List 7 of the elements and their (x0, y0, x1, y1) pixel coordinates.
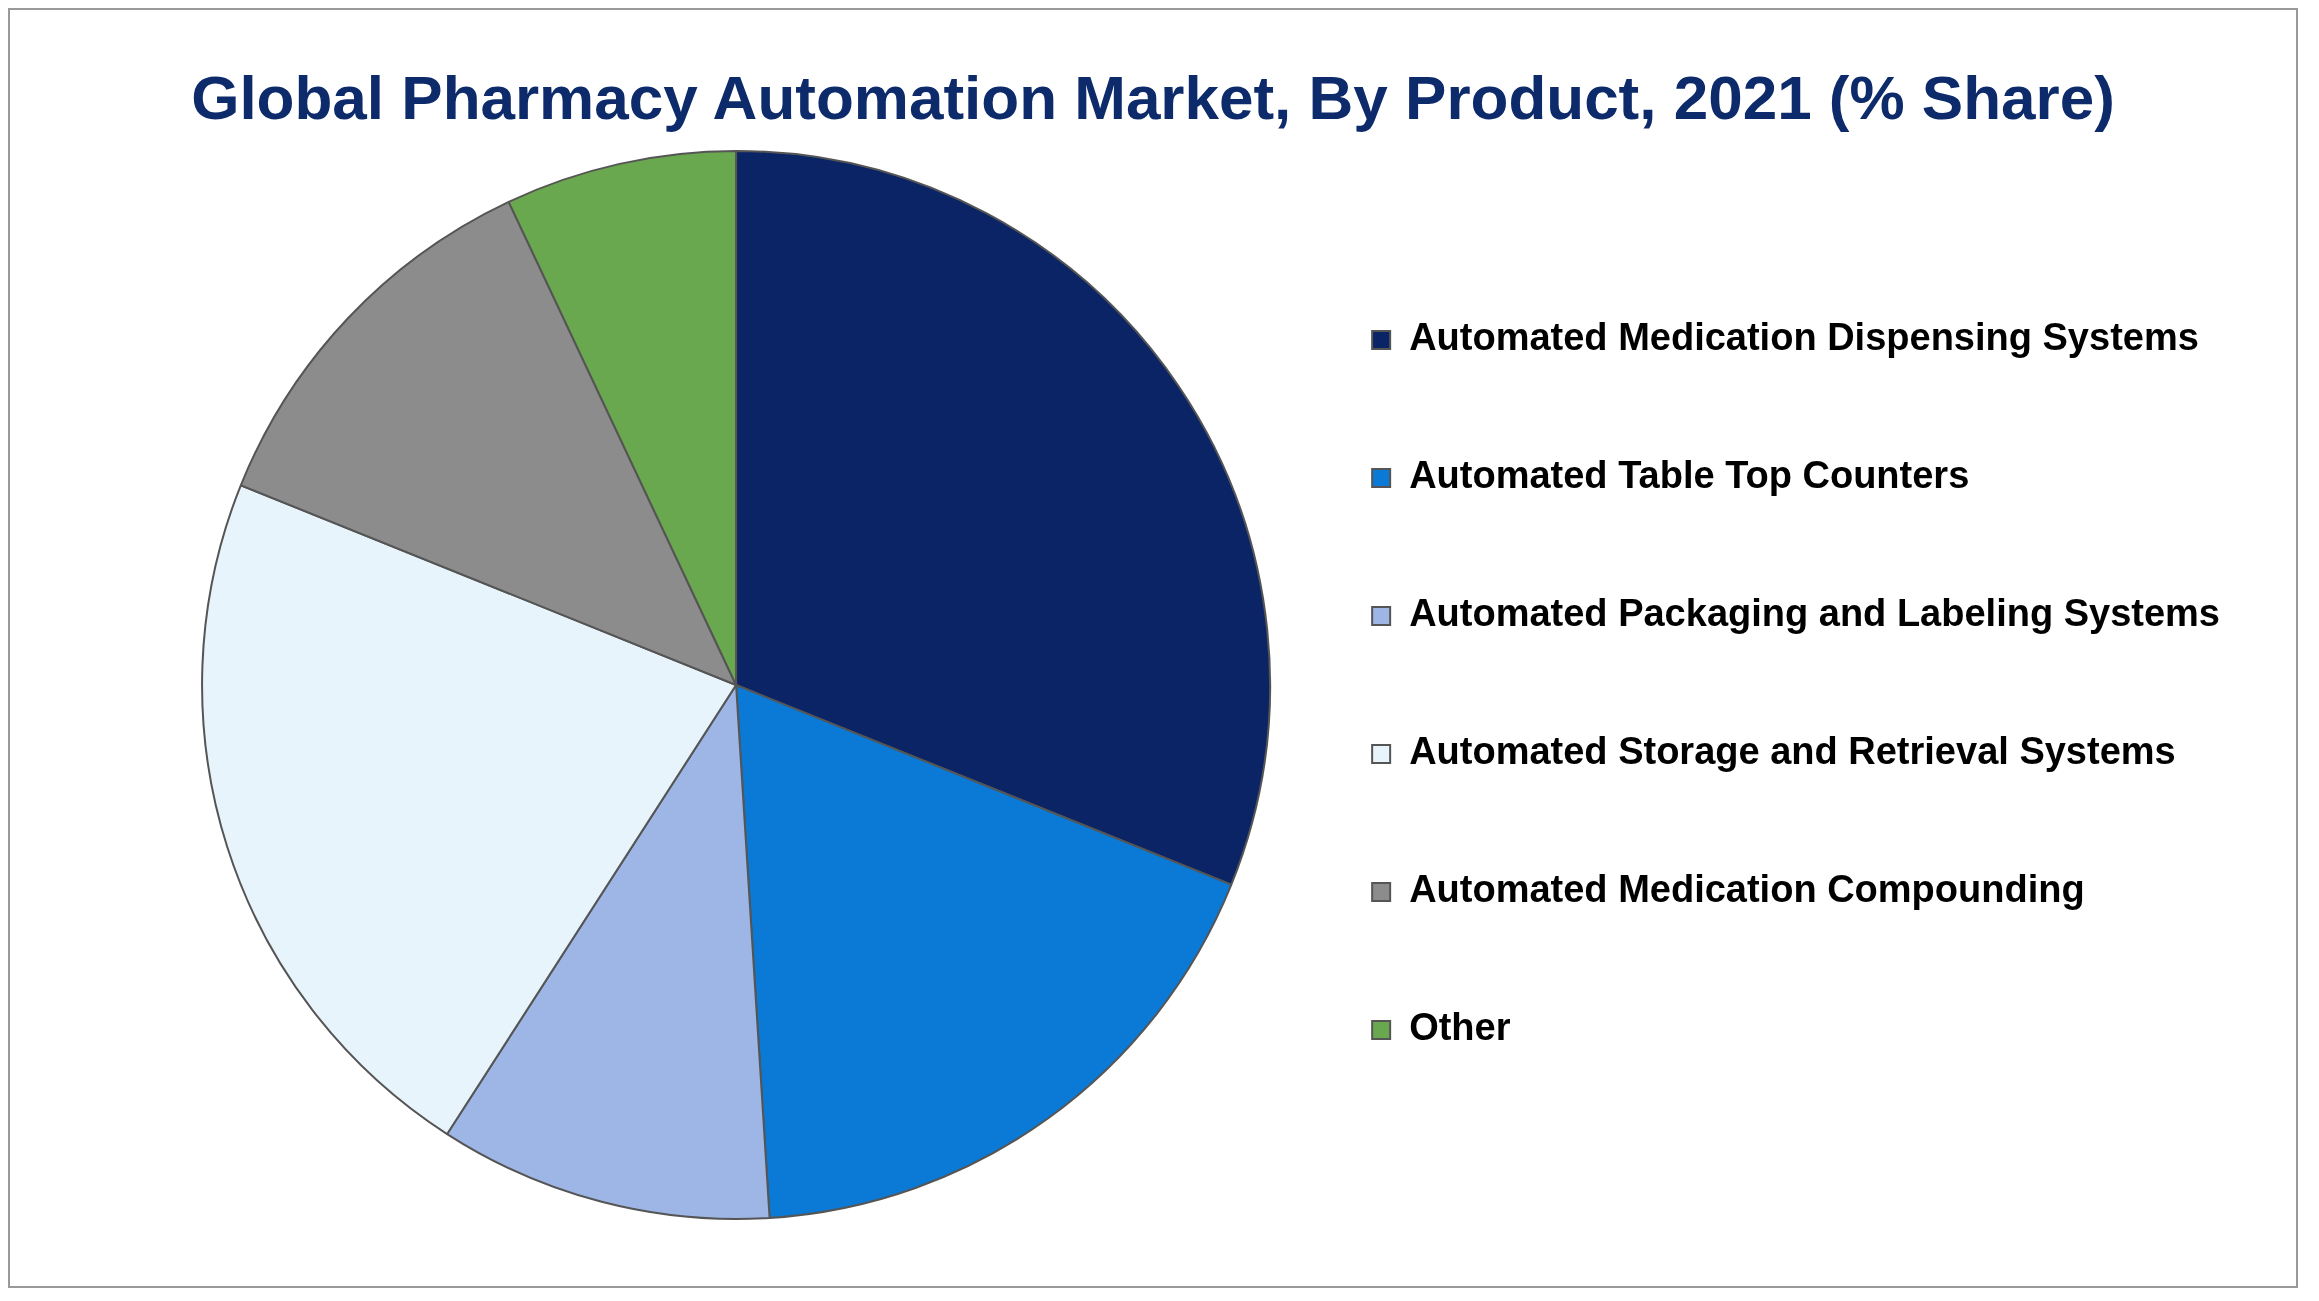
legend-label: Automated Storage and Retrieval Systems (1409, 730, 2176, 773)
chart-title: Global Pharmacy Automation Market, By Product, 2021 (% Share) (190, 62, 2116, 132)
legend-label: Automated Medication Compounding (1409, 868, 2085, 911)
legend-label: Automated Table Top Counters (1409, 454, 1970, 497)
legend-label: Automated Packaging and Labeling Systems (1409, 592, 2220, 635)
legend-label: Automated Medication Dispensing Systems (1409, 316, 2199, 359)
legend-label: Other (1409, 1006, 1511, 1049)
